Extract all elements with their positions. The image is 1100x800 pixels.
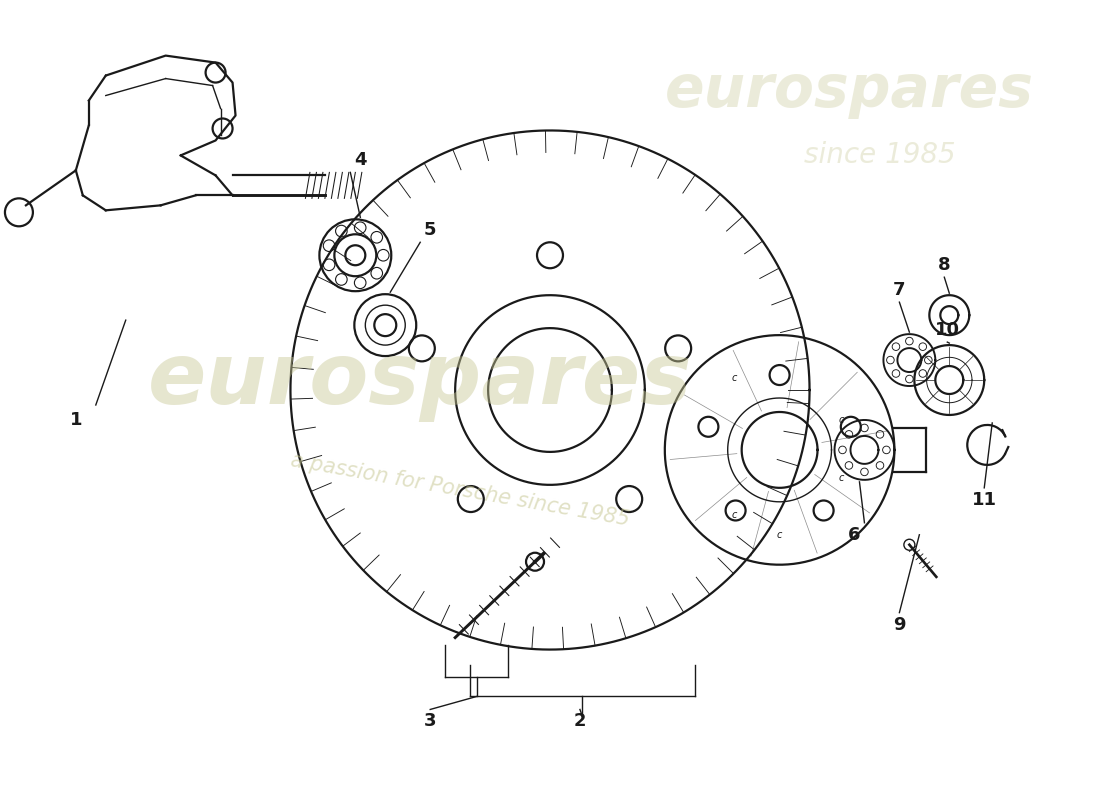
Text: 3: 3 [424, 713, 437, 730]
Text: 9: 9 [893, 616, 905, 634]
Circle shape [526, 553, 544, 570]
Text: 6: 6 [848, 526, 860, 544]
Text: eurospares: eurospares [666, 62, 1034, 119]
Text: 8: 8 [938, 256, 950, 274]
Text: c: c [839, 473, 844, 483]
Text: 2: 2 [574, 713, 586, 730]
Text: 5: 5 [424, 222, 437, 239]
Circle shape [904, 539, 915, 550]
Text: a passion for Porsche since 1985: a passion for Porsche since 1985 [289, 450, 631, 530]
Text: 4: 4 [354, 151, 366, 170]
Text: 7: 7 [893, 281, 905, 299]
Text: 11: 11 [971, 491, 997, 509]
Text: 10: 10 [935, 321, 960, 339]
Text: 1: 1 [69, 411, 82, 429]
Text: c: c [839, 415, 844, 425]
Text: c: c [732, 510, 737, 520]
Text: since 1985: since 1985 [804, 142, 955, 170]
Text: c: c [732, 373, 737, 383]
Text: c: c [777, 530, 782, 540]
Text: eurospares: eurospares [148, 338, 693, 422]
